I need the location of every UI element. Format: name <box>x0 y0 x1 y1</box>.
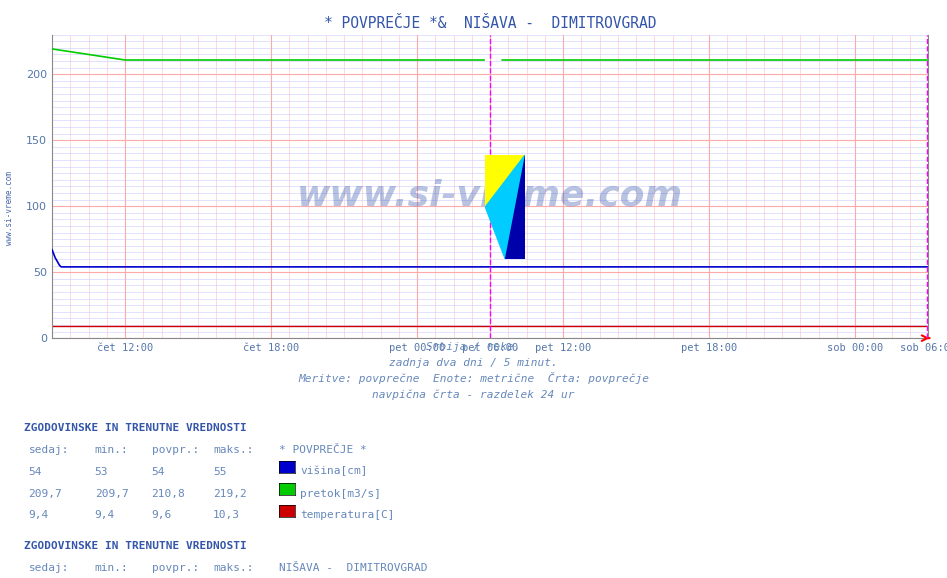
Text: 54: 54 <box>28 466 42 476</box>
Text: navpična črta - razdelek 24 ur: navpična črta - razdelek 24 ur <box>372 390 575 400</box>
Text: 210,8: 210,8 <box>152 488 186 498</box>
Title: * POVPREČJE *&  NIŠAVA -  DIMITROVGRAD: * POVPREČJE *& NIŠAVA - DIMITROVGRAD <box>324 16 656 31</box>
Text: Meritve: povprečne  Enote: metrične  Črta: povprečje: Meritve: povprečne Enote: metrične Črta:… <box>298 372 649 384</box>
Text: 10,3: 10,3 <box>213 510 241 520</box>
Text: Srbija / reke.: Srbija / reke. <box>426 342 521 351</box>
Text: www.si-vreme.com: www.si-vreme.com <box>5 171 14 245</box>
Text: www.si-vreme.com: www.si-vreme.com <box>297 179 683 213</box>
Text: min.:: min.: <box>95 563 129 573</box>
Text: maks.:: maks.: <box>213 563 254 573</box>
Text: višina[cm]: višina[cm] <box>300 466 367 476</box>
Text: * POVPREČJE *: * POVPREČJE * <box>279 444 367 454</box>
Text: NIŠAVA -  DIMITROVGRAD: NIŠAVA - DIMITROVGRAD <box>279 563 428 573</box>
Text: povpr.:: povpr.: <box>152 563 199 573</box>
Text: 9,4: 9,4 <box>28 510 48 520</box>
Text: ZGODOVINSKE IN TRENUTNE VREDNOSTI: ZGODOVINSKE IN TRENUTNE VREDNOSTI <box>24 541 246 551</box>
Text: 55: 55 <box>213 466 226 476</box>
Polygon shape <box>486 155 526 207</box>
Text: 9,6: 9,6 <box>152 510 171 520</box>
Text: temperatura[C]: temperatura[C] <box>300 510 395 520</box>
Text: ZGODOVINSKE IN TRENUTNE VREDNOSTI: ZGODOVINSKE IN TRENUTNE VREDNOSTI <box>24 423 246 432</box>
Text: min.:: min.: <box>95 444 129 454</box>
Polygon shape <box>486 155 526 259</box>
Text: 209,7: 209,7 <box>28 488 63 498</box>
Text: 54: 54 <box>152 466 165 476</box>
Text: 219,2: 219,2 <box>213 488 247 498</box>
Text: 53: 53 <box>95 466 108 476</box>
Text: pretok[m3/s]: pretok[m3/s] <box>300 488 382 498</box>
Text: maks.:: maks.: <box>213 444 254 454</box>
Text: povpr.:: povpr.: <box>152 444 199 454</box>
Polygon shape <box>506 155 526 259</box>
Text: 9,4: 9,4 <box>95 510 115 520</box>
Text: zadnja dva dni / 5 minut.: zadnja dva dni / 5 minut. <box>389 358 558 368</box>
Text: sedaj:: sedaj: <box>28 444 69 454</box>
Text: sedaj:: sedaj: <box>28 563 69 573</box>
Text: 209,7: 209,7 <box>95 488 129 498</box>
